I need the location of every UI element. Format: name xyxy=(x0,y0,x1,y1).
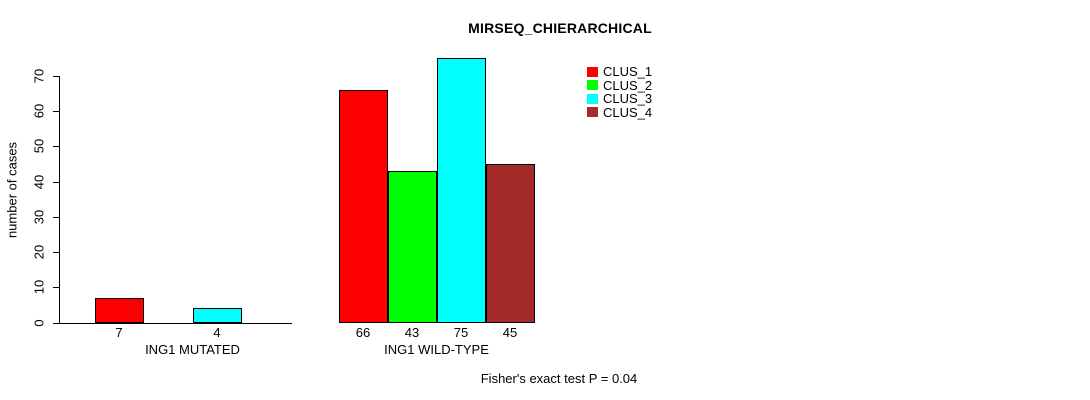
legend-label: CLUS_3 xyxy=(603,91,653,107)
legend-item: CLUS_3 xyxy=(587,92,652,106)
bar-value-label: 43 xyxy=(404,325,420,340)
bar-clus_2 xyxy=(387,171,437,324)
bar-value-label: 45 xyxy=(502,325,518,340)
group-label: ING1 MUTATED xyxy=(145,342,240,357)
legend-item: CLUS_4 xyxy=(587,106,652,120)
bar-value-label: 66 xyxy=(355,325,371,340)
legend: CLUS_1 CLUS_2 CLUS_3 CLUS_4 xyxy=(587,65,652,119)
bar-value-label: 75 xyxy=(453,325,469,340)
y-tick-label: 30 xyxy=(31,209,47,225)
y-tick-label: 0 xyxy=(31,318,47,327)
y-tick-label: 60 xyxy=(31,103,47,119)
legend-swatch xyxy=(587,93,598,104)
bar-clus_1 xyxy=(94,297,144,324)
legend-label: CLUS_1 xyxy=(603,64,653,80)
y-tick xyxy=(52,216,59,218)
legend-item: CLUS_1 xyxy=(587,65,652,79)
legend-swatch xyxy=(587,80,598,91)
y-tick-label: 50 xyxy=(31,139,47,154)
bar-clus_1 xyxy=(338,90,388,324)
y-tick-label: 40 xyxy=(31,174,47,189)
legend-swatch xyxy=(587,107,598,118)
y-tick xyxy=(52,111,59,113)
legend-item: CLUS_2 xyxy=(587,79,652,93)
y-tick-label: 10 xyxy=(31,280,47,295)
fisher-test-annotation: Fisher's exact test P = 0.04 xyxy=(480,371,638,386)
bar-clus_3 xyxy=(436,58,486,324)
legend-label: CLUS_4 xyxy=(603,104,653,120)
legend-label: CLUS_2 xyxy=(603,77,653,93)
bar-clus_3 xyxy=(192,308,242,324)
bar-value-label: 7 xyxy=(115,325,123,340)
group-label: ING1 WILD-TYPE xyxy=(384,342,489,357)
y-tick xyxy=(52,287,59,289)
y-tick xyxy=(52,252,59,254)
y-tick-label: 20 xyxy=(31,244,47,260)
bar-value-label: 4 xyxy=(213,325,221,340)
legend-swatch xyxy=(587,66,598,77)
y-tick xyxy=(52,146,59,148)
chart-title: MIRSEQ_CHIERARCHICAL xyxy=(468,20,652,36)
y-axis-line xyxy=(59,76,60,324)
bar-clus_4 xyxy=(485,164,535,324)
y-tick-label: 70 xyxy=(31,68,47,84)
y-tick xyxy=(52,181,59,183)
y-tick xyxy=(52,322,59,324)
y-tick xyxy=(52,76,59,77)
x-baseline xyxy=(59,322,292,324)
